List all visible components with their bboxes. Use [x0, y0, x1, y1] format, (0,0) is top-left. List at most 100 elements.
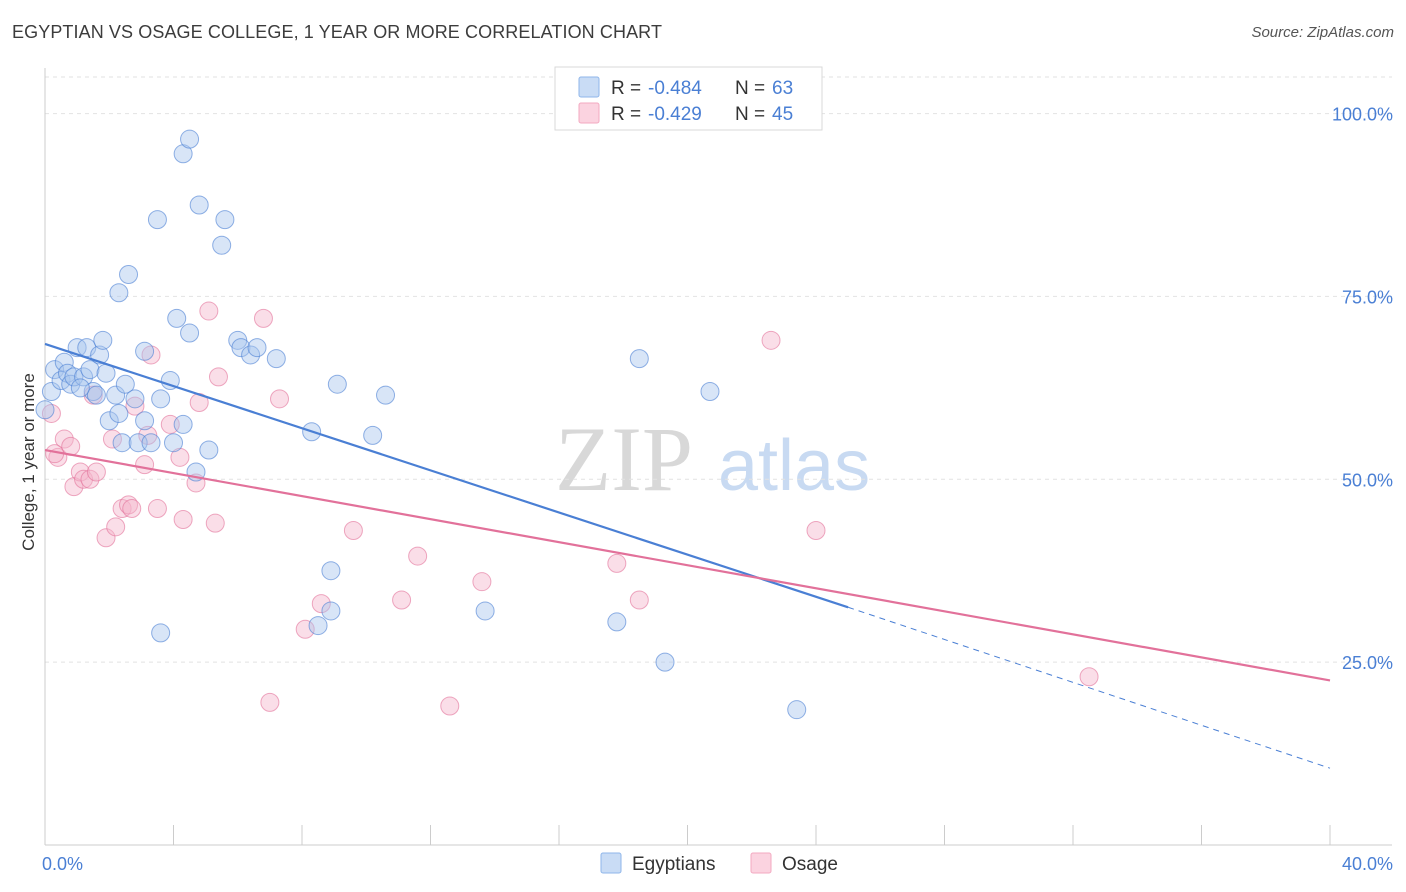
egyptians-point	[83, 382, 103, 402]
osage-point	[106, 517, 126, 537]
egyptians-point	[475, 601, 495, 621]
egyptians-point	[119, 264, 139, 284]
egyptians-point	[189, 195, 209, 215]
egyptians-point	[57, 363, 77, 383]
egyptians-trend-extension	[847, 606, 1331, 769]
egyptians-point	[70, 378, 90, 398]
egyptians-point	[112, 433, 132, 453]
osage-point	[270, 389, 290, 409]
osage-legend-swatch	[750, 852, 772, 874]
egyptians-point	[54, 352, 74, 372]
egyptians-point	[74, 367, 94, 387]
egyptians-point	[787, 700, 807, 720]
egyptians-point	[115, 374, 135, 394]
osage-trend-line	[44, 448, 1331, 682]
osage-legend-label: Osage	[782, 854, 838, 875]
osage-points	[41, 301, 1099, 716]
y-tick-label: 100.0%	[1332, 105, 1393, 125]
egyptians-point	[173, 414, 193, 434]
y-tick-label: 25.0%	[1342, 653, 1393, 673]
osage-point	[112, 499, 132, 519]
gridlines	[45, 76, 1392, 663]
egyptians-point	[376, 385, 396, 405]
egyptians-legend-label: Egyptians	[632, 854, 715, 875]
y-tick-label: 50.0%	[1342, 470, 1393, 490]
osage-point	[343, 520, 363, 540]
egyptians-point	[106, 385, 126, 405]
egyptians-point	[86, 385, 106, 405]
osage-point	[125, 396, 145, 416]
osage-point	[80, 469, 100, 489]
egyptians-point	[135, 341, 155, 361]
egyptians-point	[164, 433, 183, 453]
legend-n-label-egyptians: N =	[735, 78, 765, 99]
egyptians-point	[109, 283, 129, 303]
legend-n-value-egyptians: 63	[772, 78, 793, 99]
osage-point	[122, 499, 142, 519]
osage-point	[135, 455, 155, 475]
source-credit: Source: ZipAtlas.com	[1251, 24, 1394, 41]
egyptians-point	[135, 411, 155, 431]
legend-frame	[554, 66, 823, 131]
osage-point	[472, 572, 492, 592]
egyptians-point	[151, 623, 171, 643]
egyptians-point	[199, 440, 219, 460]
osage-point	[102, 429, 122, 449]
egyptians-point	[99, 411, 119, 431]
egyptians-point	[212, 235, 232, 255]
egyptians-point	[93, 330, 113, 350]
egyptians-point	[41, 382, 61, 402]
legend-swatch-osage	[578, 102, 600, 124]
egyptians-point	[147, 210, 167, 230]
egyptians-point	[80, 360, 100, 380]
watermark-zip: ZIP	[555, 408, 693, 510]
osage-point	[54, 429, 74, 449]
osage-point	[311, 594, 331, 614]
osage-point	[295, 619, 315, 639]
egyptians-point	[607, 612, 627, 632]
osage-point	[41, 403, 61, 423]
egyptians-point	[308, 616, 328, 636]
egyptians-point	[51, 371, 71, 391]
watermark-atlas: atlas	[718, 426, 870, 506]
y-tick-label: 75.0%	[1342, 287, 1393, 307]
egyptians-point	[141, 433, 161, 453]
osage-point	[806, 520, 826, 540]
egyptians-point	[180, 129, 200, 149]
legend-r-value-osage: -0.429	[648, 104, 702, 125]
legend-swatch-egyptians	[578, 76, 600, 98]
osage-point	[147, 499, 167, 519]
egyptians-point	[247, 338, 267, 358]
egyptians-point	[321, 601, 341, 621]
osage-point	[260, 692, 280, 712]
osage-point	[408, 546, 428, 566]
legend-r-label-egyptians: R =	[611, 78, 641, 99]
osage-point	[392, 590, 412, 610]
egyptians-point	[125, 389, 145, 409]
tick-labels: 25.0% 50.0% 75.0% 100.0% 0.0% 40.0%	[42, 105, 1393, 874]
legend-n-label-osage: N =	[735, 104, 765, 125]
legend-r-label-osage: R =	[611, 104, 641, 125]
egyptians-point	[655, 652, 675, 672]
y-axis-label: College, 1 year or more	[19, 373, 38, 551]
osage-point	[199, 301, 219, 321]
egyptians-point	[321, 561, 341, 581]
osage-point	[253, 308, 273, 328]
egyptians-point	[241, 345, 261, 365]
osage-point	[205, 513, 225, 533]
egyptians-point	[151, 389, 171, 409]
osage-point	[86, 462, 106, 482]
egyptians-point	[266, 349, 286, 369]
egyptians-point	[160, 371, 180, 391]
chart-title: EGYPTIAN VS OSAGE COLLEGE, 1 YEAR OR MOR…	[12, 22, 663, 42]
osage-point	[208, 367, 228, 387]
egyptians-trend-line	[44, 342, 849, 609]
osage-point	[629, 590, 649, 610]
legend-r-value-egyptians: -0.484	[648, 78, 702, 99]
osage-point	[761, 330, 781, 350]
x-tick-label-min: 0.0%	[42, 854, 83, 874]
osage-point	[440, 696, 460, 716]
egyptians-point	[629, 349, 649, 369]
